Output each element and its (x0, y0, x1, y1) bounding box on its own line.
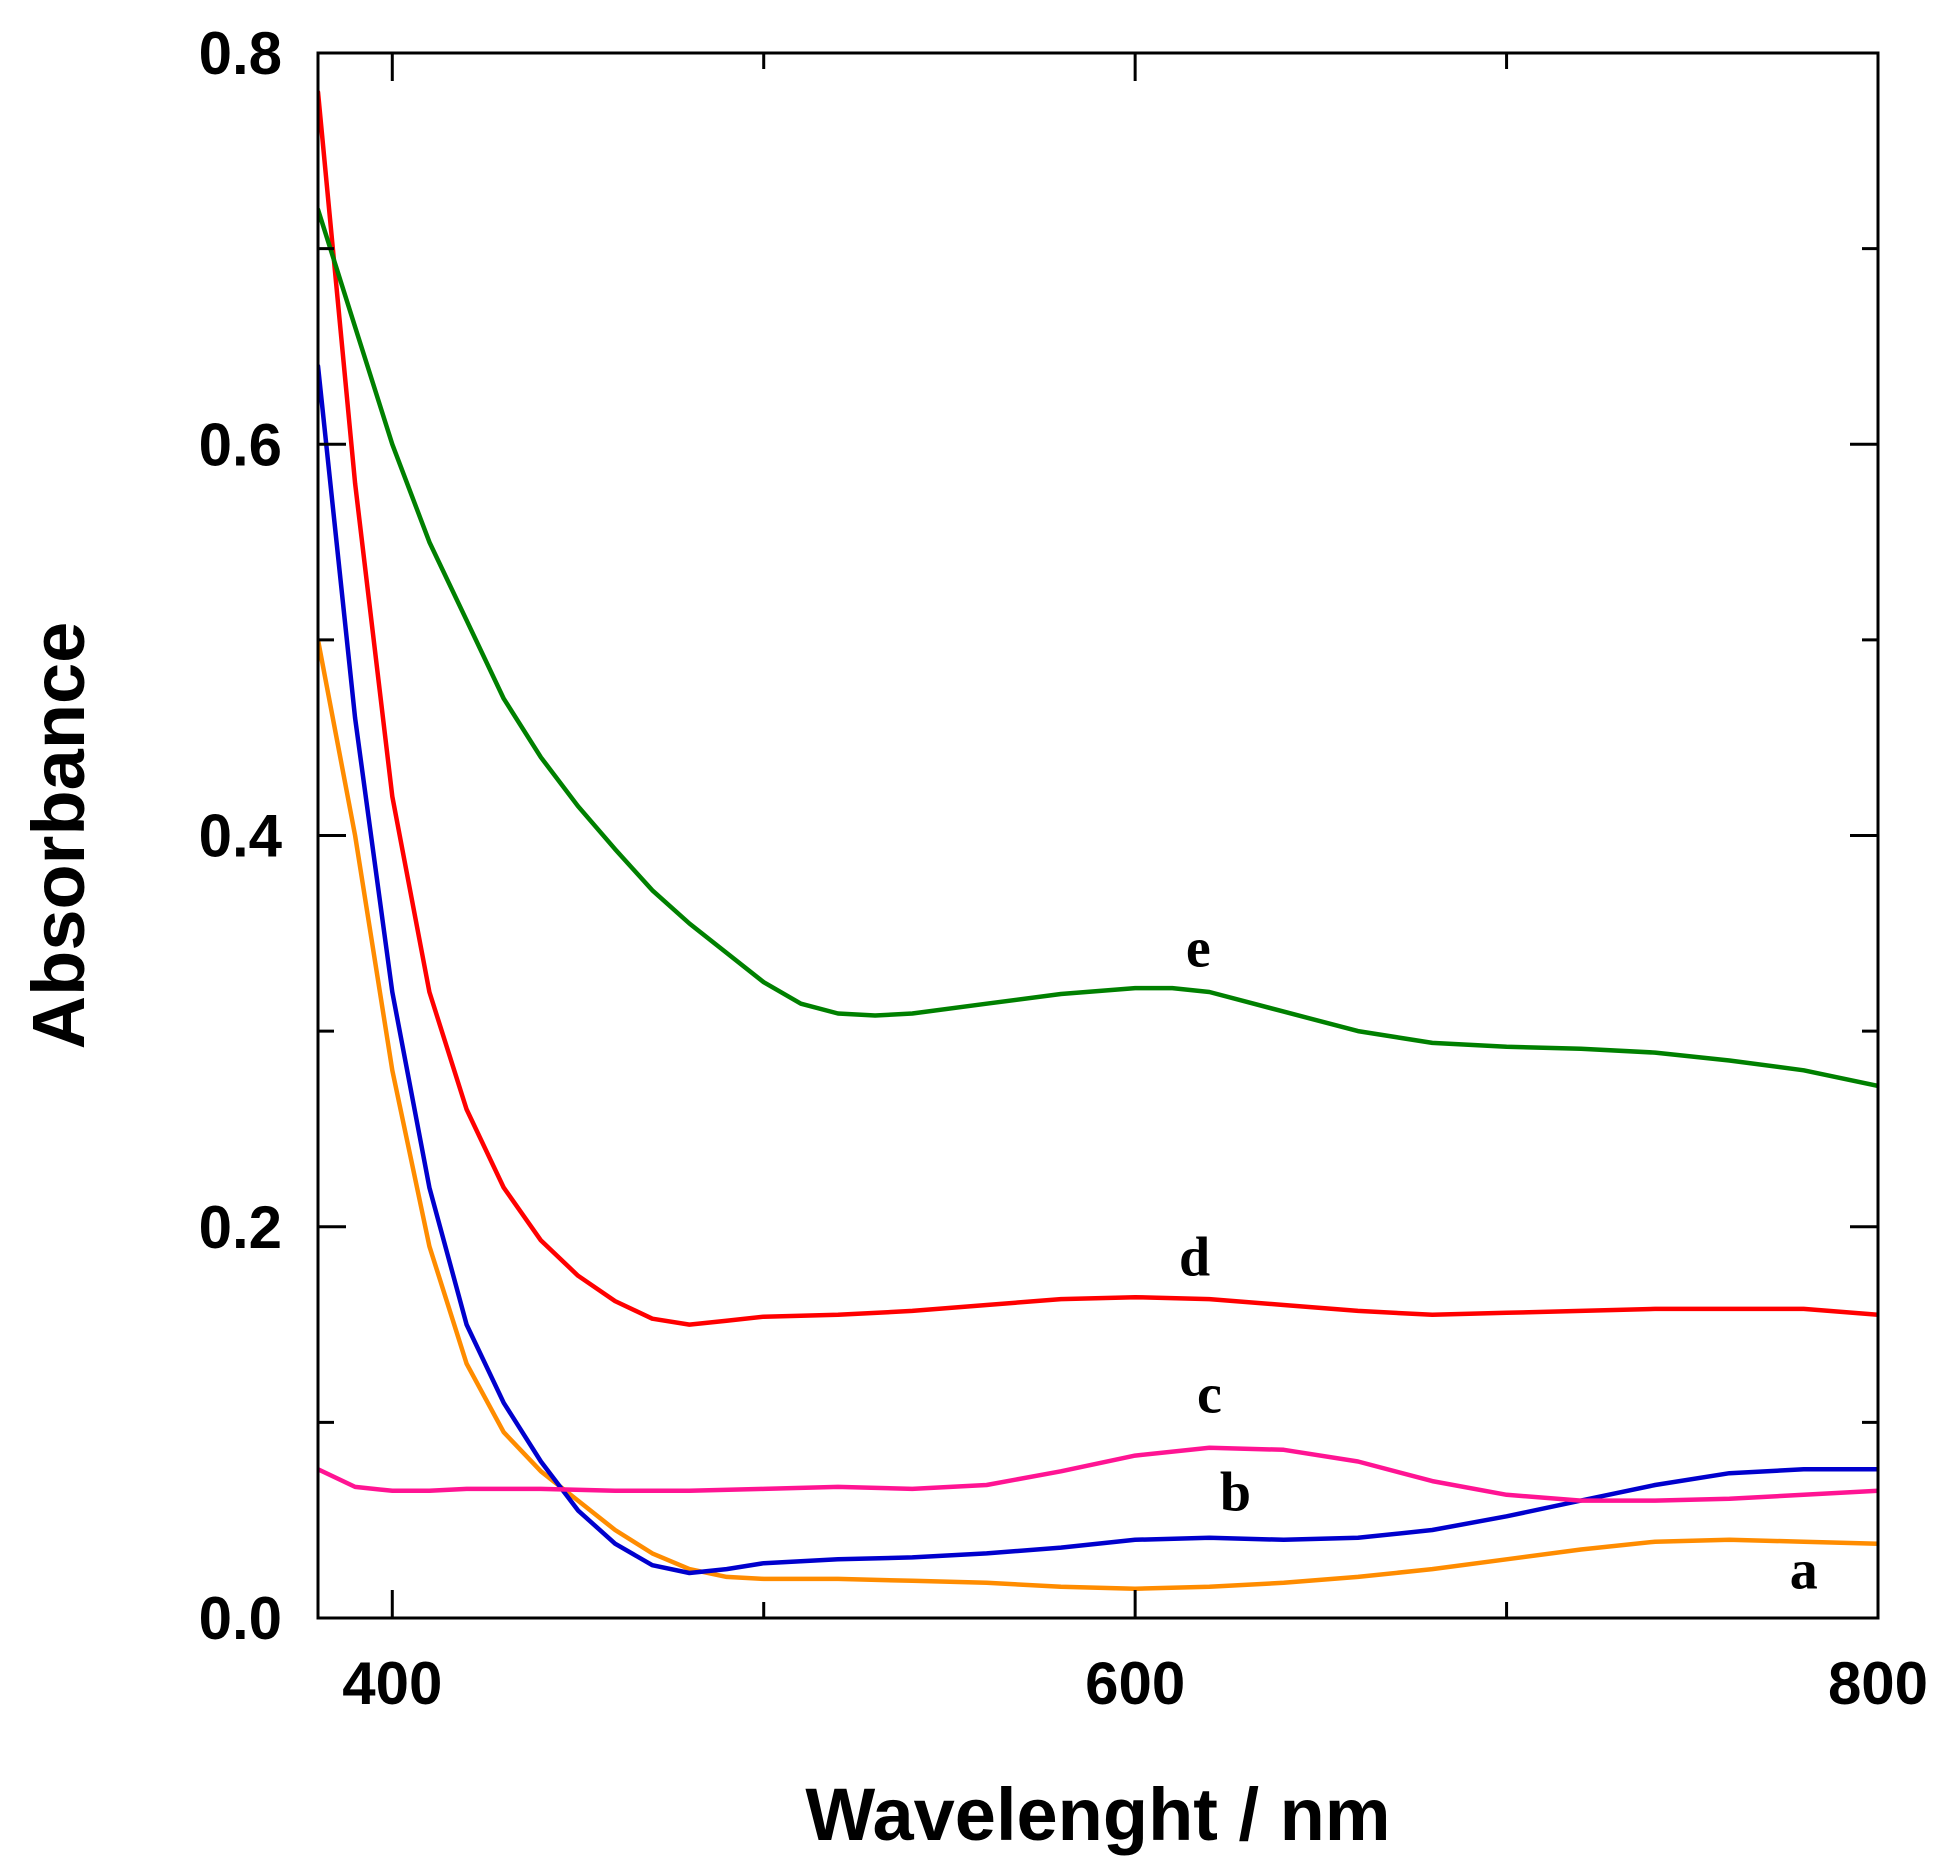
plot-frame (316, 51, 1880, 1620)
curve-label-e: e (1186, 918, 1211, 980)
curve-c (318, 1445, 1878, 1503)
series-curves (318, 89, 1878, 1591)
y-tick-label: 0.8 (199, 20, 282, 87)
y-tick-label: 0.0 (199, 1585, 282, 1652)
axis-ticks (318, 53, 1878, 1618)
curve-label-d: d (1179, 1227, 1210, 1289)
curve-label-a: a (1790, 1540, 1818, 1602)
y-tick-label: 0.4 (199, 803, 283, 870)
curve-e (318, 207, 1878, 1089)
y-axis-title: Absorbance (17, 622, 100, 1050)
curve-label-b: b (1220, 1461, 1251, 1523)
x-tick-label: 400 (342, 1650, 442, 1717)
curve-labels: a bc d e (1179, 918, 1818, 1602)
curve-b (318, 363, 1878, 1576)
y-tick-label: 0.6 (199, 411, 282, 478)
curve-label-c: c (1197, 1364, 1222, 1426)
x-tick-label: 800 (1828, 1650, 1928, 1717)
x-axis-title: Wavelenght / nm (805, 1773, 1390, 1856)
curve-a (318, 637, 1878, 1591)
curve-d (318, 89, 1878, 1327)
y-tick-label: 0.2 (199, 1194, 282, 1261)
x-tick-label: 600 (1085, 1650, 1185, 1717)
tick-labels: 400 600 800 0.0 0.2 0.4 0.6 0.8 (199, 20, 1928, 1717)
